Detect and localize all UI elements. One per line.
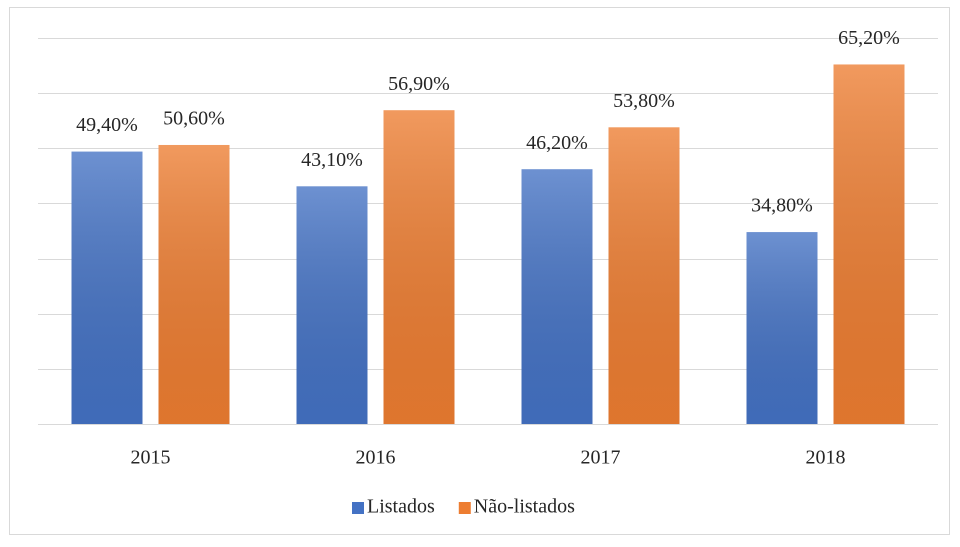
bar-sheen bbox=[746, 232, 818, 424]
data-label: 34,80% bbox=[751, 195, 813, 217]
x-tick-label: 2016 bbox=[356, 447, 396, 469]
bar-sheen bbox=[158, 144, 230, 424]
legend-swatch bbox=[352, 502, 364, 514]
bar-sheen bbox=[383, 110, 455, 424]
data-label: 43,10% bbox=[301, 149, 363, 171]
data-label: 46,20% bbox=[526, 132, 588, 154]
bar-sheen bbox=[296, 186, 368, 424]
data-label: 53,80% bbox=[613, 90, 675, 112]
bar-sheen bbox=[833, 64, 905, 425]
bar-sheen bbox=[71, 151, 143, 424]
bar-sheen bbox=[608, 127, 680, 425]
legend-swatch bbox=[458, 502, 471, 514]
data-label: 49,40% bbox=[76, 114, 138, 136]
x-tick-label: 2015 bbox=[131, 447, 171, 469]
x-tick-label: 2017 bbox=[581, 447, 621, 469]
data-label: 65,20% bbox=[838, 27, 900, 49]
data-label: 56,90% bbox=[388, 73, 450, 95]
data-label: 50,60% bbox=[163, 108, 225, 130]
legend-label: Listados bbox=[367, 496, 435, 518]
x-tick-label: 2018 bbox=[806, 447, 846, 469]
bar-sheen bbox=[521, 169, 593, 424]
legend-label: Não-listados bbox=[474, 496, 575, 518]
